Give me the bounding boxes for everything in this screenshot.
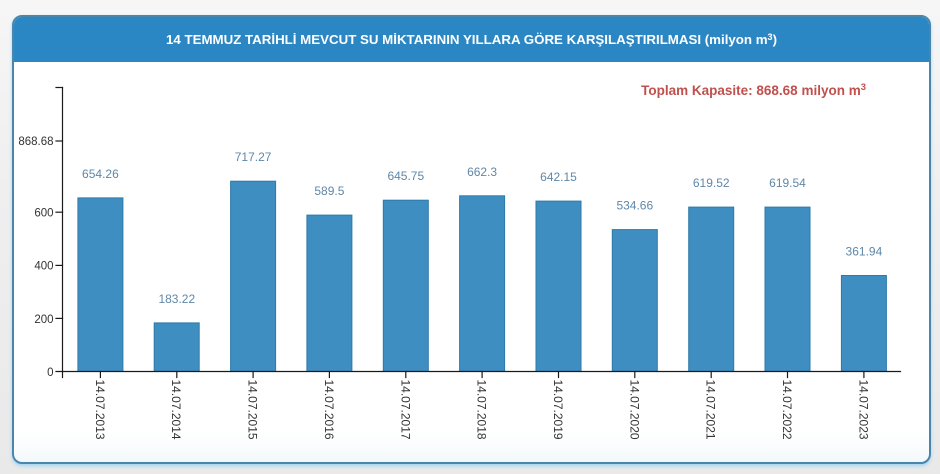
svg-text:619.52: 619.52: [693, 176, 730, 190]
svg-text:361.94: 361.94: [846, 245, 883, 259]
svg-text:14.07.2015: 14.07.2015: [246, 380, 260, 440]
svg-text:400: 400: [34, 261, 53, 273]
svg-text:200: 200: [34, 314, 53, 326]
svg-text:600: 600: [34, 208, 53, 220]
svg-text:14.07.2022: 14.07.2022: [780, 380, 794, 440]
svg-text:662.3: 662.3: [467, 165, 497, 179]
svg-text:645.75: 645.75: [387, 169, 424, 183]
svg-text:14.07.2021: 14.07.2021: [704, 380, 718, 440]
svg-text:14.07.2017: 14.07.2017: [398, 380, 412, 440]
svg-text:0: 0: [47, 367, 53, 379]
svg-text:642.15: 642.15: [540, 170, 577, 184]
svg-text:654.26: 654.26: [82, 167, 119, 181]
svg-text:589.5: 589.5: [314, 184, 344, 198]
svg-text:14.07.2016: 14.07.2016: [322, 380, 336, 440]
svg-text:619.54: 619.54: [769, 176, 806, 190]
svg-text:14.07.2018: 14.07.2018: [475, 380, 489, 440]
svg-text:717.27: 717.27: [235, 150, 272, 164]
svg-text:14.07.2023: 14.07.2023: [856, 380, 870, 440]
svg-text:14.07.2014: 14.07.2014: [169, 380, 183, 440]
svg-text:14.07.2020: 14.07.2020: [627, 380, 641, 440]
svg-text:868.68: 868.68: [18, 136, 53, 148]
svg-text:183.22: 183.22: [158, 292, 195, 306]
svg-text:534.66: 534.66: [616, 199, 653, 213]
svg-text:14.07.2013: 14.07.2013: [93, 380, 107, 440]
svg-text:14.07.2019: 14.07.2019: [551, 380, 565, 440]
